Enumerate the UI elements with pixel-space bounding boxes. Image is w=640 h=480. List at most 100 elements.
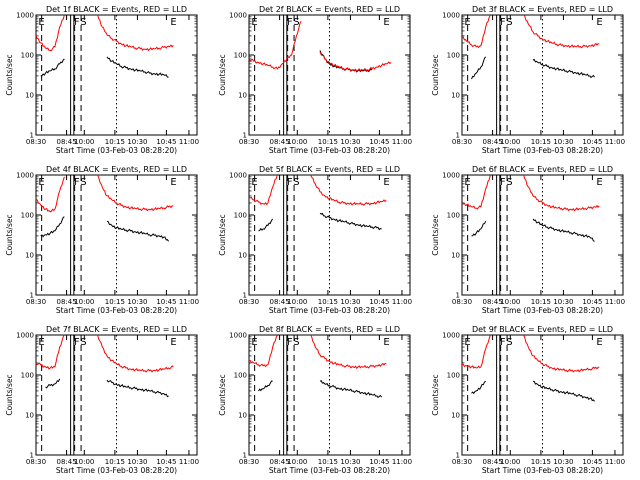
y-tick-label: 1	[243, 452, 247, 460]
x-tick-label: 10:30	[340, 138, 360, 146]
event-marker-label: E	[251, 17, 257, 28]
y-tick-label: 1	[30, 132, 34, 140]
event-marker-label: E	[251, 337, 257, 348]
event-marker-label: F	[287, 17, 293, 28]
detector-panel: Det 5f BLACK = Events, RED = LLD 1 10 100 10…	[218, 165, 412, 315]
event-marker-label: S	[80, 337, 86, 348]
y-tick-label: 1	[456, 452, 460, 460]
x-tick-label: 08:30	[239, 138, 259, 146]
lld-series-line	[248, 174, 278, 206]
events-series-line	[471, 380, 487, 395]
event-marker-label: E	[383, 177, 389, 188]
events-series-line	[106, 56, 169, 78]
event-marker-label: E	[170, 337, 176, 348]
y-tick-label: 100	[447, 212, 460, 220]
x-tick-label: 10:15	[105, 138, 125, 146]
x-tick-label: 10:00	[500, 298, 520, 306]
x-tick-label: 08:30	[239, 298, 259, 306]
events-series-line	[106, 379, 169, 398]
y-tick-label: 1	[30, 452, 34, 460]
x-tick-label: 08:45	[56, 458, 76, 466]
x-tick-label: 10:15	[105, 458, 125, 466]
event-marker-label: E	[596, 337, 602, 348]
x-axis-label: Start Time (03-Feb-03 08:28:20)	[269, 146, 390, 155]
event-marker-label: E	[170, 17, 176, 28]
x-tick-label: 10:00	[74, 298, 94, 306]
y-tick-label: 100	[234, 372, 247, 380]
y-tick-label: 10	[451, 412, 460, 420]
panel-title: Det 7f BLACK = Events, RED = LLD	[46, 325, 187, 334]
event-marker-label: F	[74, 337, 80, 348]
events-series-line	[471, 56, 487, 80]
lld-series-line	[97, 334, 174, 373]
panel-title: Det 1f BLACK = Events, RED = LLD	[46, 5, 187, 14]
event-marker-label: S	[293, 337, 299, 348]
x-tick-label: 10:30	[340, 458, 360, 466]
detector-panel: Det 4f BLACK = Events, RED = LLD 1 10 100 10…	[5, 165, 199, 315]
y-axis-label: Counts/sec	[431, 374, 440, 415]
y-axis-label: Counts/sec	[5, 54, 14, 95]
event-marker-label: E	[596, 17, 602, 28]
y-tick-label: 1	[30, 292, 34, 300]
y-axis-label: Counts/sec	[5, 374, 14, 415]
event-marker-label: E	[464, 17, 470, 28]
panel-grid: Det 1f BLACK = Events, RED = LLD11010010…	[5, 5, 625, 475]
event-marker-label: E	[383, 17, 389, 28]
lld-series-line	[248, 20, 302, 70]
x-tick-label: 08:45	[269, 138, 289, 146]
y-axis-label: Counts/sec	[218, 214, 227, 255]
x-tick-label: 10:45	[156, 458, 176, 466]
x-tick-label: 08:30	[26, 458, 46, 466]
y-tick-label: 100	[21, 212, 34, 220]
event-marker-label: S	[506, 17, 512, 28]
x-tick-label: 10:45	[582, 138, 602, 146]
y-tick-label: 1	[456, 292, 460, 300]
y-tick-label: 100	[234, 52, 247, 60]
x-tick-label: 10:45	[156, 298, 176, 306]
y-tick-label: 100	[21, 52, 34, 60]
lld-series-line	[310, 334, 387, 369]
event-marker-label: F	[500, 337, 506, 348]
y-tick-label: 10	[25, 92, 34, 100]
event-marker-label: F	[500, 177, 506, 188]
x-tick-label: 10:30	[127, 298, 147, 306]
x-axis-label: Start Time (03-Feb-03 08:28:20)	[269, 306, 390, 315]
y-tick-label: 10	[451, 252, 460, 260]
events-series-line	[532, 380, 595, 402]
x-tick-label: 10:30	[553, 298, 573, 306]
events-series-line	[319, 212, 382, 231]
event-marker-label: E	[38, 17, 44, 28]
events-series-line	[319, 380, 382, 399]
x-tick-label: 08:45	[482, 138, 502, 146]
x-tick-label: 11:00	[392, 458, 412, 466]
x-tick-label: 10:00	[500, 138, 520, 146]
detector-panel: Det 6f BLACK = Events, RED = LLD 1 10 100 10…	[431, 165, 625, 315]
x-tick-label: 08:45	[269, 458, 289, 466]
x-tick-label: 08:45	[482, 458, 502, 466]
x-axis-label: Start Time (03-Feb-03 08:28:20)	[56, 306, 177, 315]
x-tick-label: 08:30	[452, 298, 472, 306]
panel-title: Det 6f BLACK = Events, RED = LLD	[472, 165, 613, 174]
x-tick-label: 10:00	[287, 138, 307, 146]
x-tick-label: 10:30	[553, 458, 573, 466]
panel-title: Det 5f BLACK = Events, RED = LLD	[259, 165, 400, 174]
y-axis-label: Counts/sec	[5, 214, 14, 255]
x-tick-label: 11:00	[179, 458, 199, 466]
detector-panel: Det 9f BLACK = Events, RED = LLD 1 10 100 10…	[431, 325, 625, 475]
x-tick-label: 10:15	[531, 458, 551, 466]
lld-series-line	[97, 174, 174, 212]
x-tick-label: 11:00	[605, 298, 625, 306]
event-marker-label: E	[596, 177, 602, 188]
event-marker-label: E	[464, 177, 470, 188]
panel-title: Det 3f BLACK = Events, RED = LLD	[472, 5, 613, 14]
events-series-line	[40, 58, 65, 77]
lld-series-line	[97, 14, 174, 52]
event-marker-label: S	[293, 17, 299, 28]
lld-series-line	[35, 14, 65, 52]
events-series-line	[471, 220, 487, 237]
event-marker-label: S	[80, 17, 86, 28]
events-series-line	[106, 220, 170, 242]
x-tick-label: 10:15	[531, 298, 551, 306]
event-marker-label: S	[293, 177, 299, 188]
y-tick-label: 10	[238, 412, 247, 420]
